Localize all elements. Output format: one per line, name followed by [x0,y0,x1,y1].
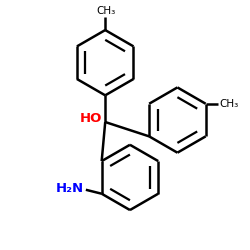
Text: HO: HO [80,112,102,124]
Text: CH₃: CH₃ [220,99,239,109]
Text: CH₃: CH₃ [96,6,116,16]
Text: H₂N: H₂N [56,182,84,195]
